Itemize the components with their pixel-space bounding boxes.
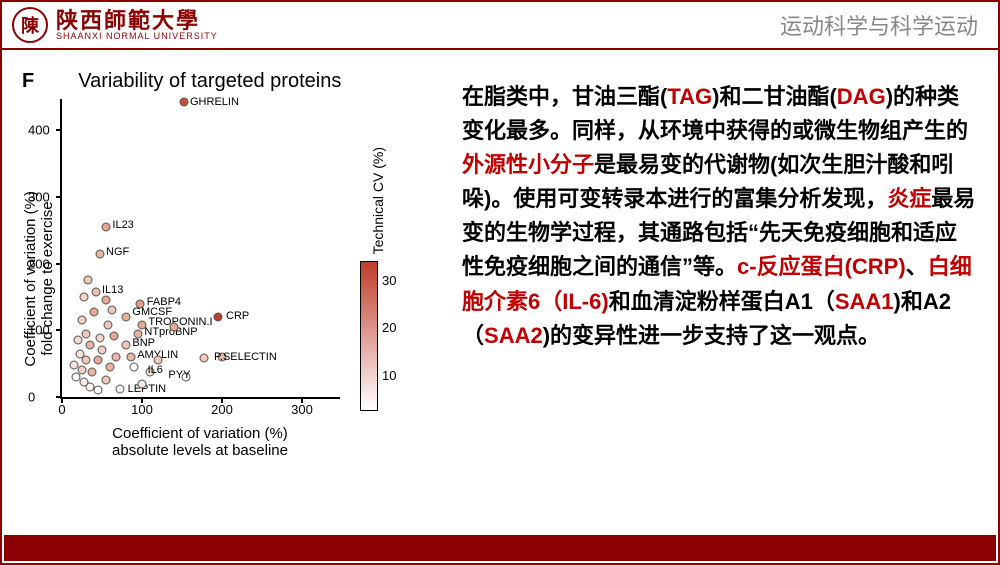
data-point xyxy=(82,356,91,365)
data-point xyxy=(80,293,89,302)
footer-band xyxy=(4,535,996,561)
data-point xyxy=(170,323,179,332)
data-point xyxy=(200,354,209,363)
body-text-span: 、 xyxy=(906,254,928,279)
highlight-text: 炎症 xyxy=(887,186,931,211)
body-text-span: )和二甘油酯( xyxy=(712,84,837,109)
data-point xyxy=(112,353,121,362)
chart-wrap: Coefficient of variation (%) fold change… xyxy=(22,99,442,459)
y-tick: 200 xyxy=(28,256,50,271)
x-tick: 300 xyxy=(291,402,313,417)
data-point xyxy=(84,276,93,285)
data-point xyxy=(94,386,103,395)
data-point xyxy=(106,363,115,372)
header-subtitle: 运动科学与科学运动 xyxy=(780,9,978,41)
colorbar-label: Technical CV (%) xyxy=(370,147,386,254)
point-label: CRP xyxy=(226,310,249,322)
colorbar-wrap: Technical CV (%) 30 20 10 xyxy=(360,147,396,410)
y-tick: 400 xyxy=(28,123,50,138)
data-point xyxy=(74,336,83,345)
data-point xyxy=(130,363,139,372)
data-point xyxy=(214,313,223,322)
content-row: F Variability of targeted proteins Coeff… xyxy=(2,50,998,535)
data-point xyxy=(94,356,103,365)
highlight-text: DAG xyxy=(837,84,886,109)
y-tick: 100 xyxy=(28,323,50,338)
university-name-cn: 陕西師範大學 xyxy=(56,10,218,32)
data-point xyxy=(82,329,91,338)
point-label: IL13 xyxy=(102,284,123,296)
data-point xyxy=(102,376,111,385)
panel-tag: F xyxy=(22,70,34,93)
point-label: IL23 xyxy=(112,219,133,231)
university-name: 陕西師範大學 SHAANXI NORMAL UNIVERSITY xyxy=(56,10,218,41)
data-point xyxy=(90,307,99,316)
x-tick: 0 xyxy=(58,402,65,417)
data-point xyxy=(102,223,111,232)
x-tick: 100 xyxy=(131,402,153,417)
highlight-text: c-反应蛋白(CRP) xyxy=(737,254,906,279)
data-point xyxy=(115,385,124,394)
highlight-text: TAG xyxy=(667,84,712,109)
data-point xyxy=(102,296,111,305)
point-label: PYY xyxy=(168,369,190,381)
y-tick: 300 xyxy=(28,190,50,205)
data-point xyxy=(98,346,107,355)
chart-area: F Variability of targeted proteins Coeff… xyxy=(22,70,442,525)
point-label: P.SELECTIN xyxy=(214,351,277,363)
x-tick: 200 xyxy=(211,402,233,417)
point-label: GHRELIN xyxy=(190,96,239,108)
chart-title: Variability of targeted proteins xyxy=(78,70,341,93)
logo-block: 陳 陕西師範大學 SHAANXI NORMAL UNIVERSITY xyxy=(12,7,218,43)
highlight-text: 外源性小分子 xyxy=(462,152,594,177)
x-axis-label: Coefficient of variation (%) absolute le… xyxy=(112,425,288,459)
body-text-span: 和血清淀粉样蛋白A1（ xyxy=(609,289,835,314)
y-axis-label: Coefficient of variation (%) fold change… xyxy=(22,191,56,367)
body-text: 在脂类中，甘油三酯(TAG)和二甘油酯(DAG)的种类变化最多。同样，从环境中获… xyxy=(462,70,978,525)
data-point xyxy=(126,353,135,362)
data-point xyxy=(122,341,131,350)
highlight-text: SAA2 xyxy=(484,323,543,348)
data-point xyxy=(138,379,147,388)
colorbar-ticks: 30 20 10 xyxy=(382,261,396,411)
body-text-span: 在脂类中，甘油三酯( xyxy=(462,84,667,109)
scatter-plot: 01002003000100200300400GHRELINIL23NGFIL1… xyxy=(60,99,340,399)
data-point xyxy=(104,321,113,330)
data-point xyxy=(96,334,105,343)
colorbar-tick: 10 xyxy=(382,368,396,383)
point-label: NGF xyxy=(106,246,129,258)
data-point xyxy=(110,331,119,340)
plot-column: 01002003000100200300400GHRELINIL23NGFIL1… xyxy=(60,99,340,459)
data-point xyxy=(179,98,188,107)
data-point xyxy=(154,356,163,365)
y-tick: 0 xyxy=(28,390,35,405)
point-label: BNP xyxy=(132,337,155,349)
data-point xyxy=(78,316,87,325)
colorbar-tick: 30 xyxy=(382,273,396,288)
data-point xyxy=(88,367,97,376)
data-point xyxy=(95,249,104,258)
colorbar xyxy=(360,261,378,411)
data-point xyxy=(91,287,100,296)
point-label: LEPTIN xyxy=(128,383,167,395)
data-point xyxy=(107,306,116,315)
colorbar-tick: 20 xyxy=(382,320,396,335)
data-point xyxy=(86,341,95,350)
body-text-span: )的变异性进一步支持了这一观点。 xyxy=(543,323,880,348)
point-label: IL6 xyxy=(148,364,163,376)
header-bar: 陳 陕西師範大學 SHAANXI NORMAL UNIVERSITY 运动科学与… xyxy=(2,2,998,50)
university-name-en: SHAANXI NORMAL UNIVERSITY xyxy=(56,32,218,41)
university-seal-icon: 陳 xyxy=(12,7,48,43)
highlight-text: SAA1 xyxy=(835,289,894,314)
data-point xyxy=(122,313,131,322)
